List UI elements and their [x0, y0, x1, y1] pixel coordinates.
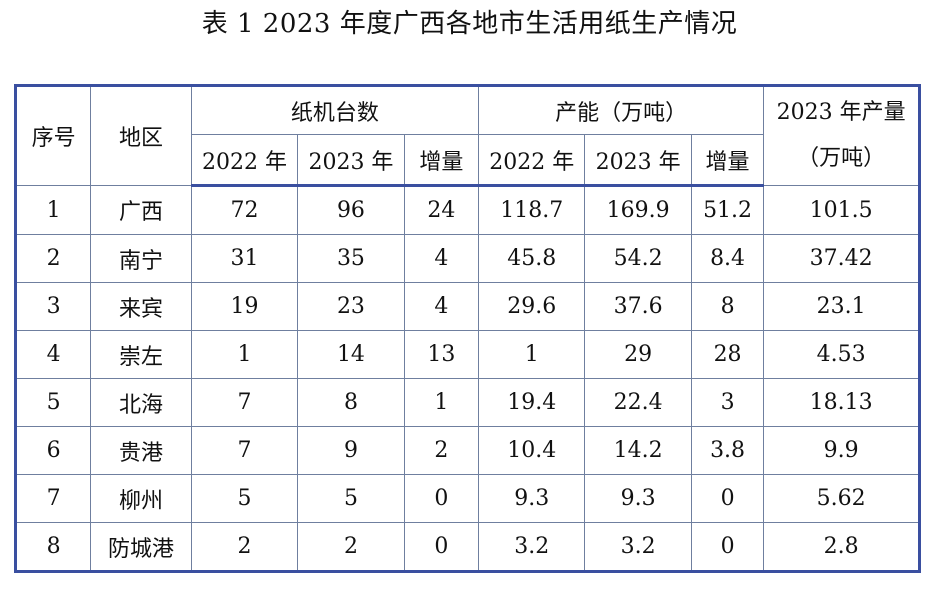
cell-machines-2023: 96	[297, 185, 405, 235]
cell-no: 4	[14, 330, 92, 379]
header-machines-inc: 增量	[403, 134, 479, 187]
table-row: 1 广西 72 96 24 118.7 169.9 51.2 101.5	[14, 185, 920, 235]
header-no: 序号	[14, 85, 92, 186]
cell-machines-2023: 5	[297, 474, 405, 523]
cell-machines-inc: 0	[403, 522, 479, 572]
cell-output-2023: 37.42	[763, 234, 920, 283]
cell-region: 北海	[90, 378, 192, 427]
cell-capacity-2023: 37.6	[584, 282, 692, 331]
cell-machines-inc: 4	[403, 234, 479, 283]
header-machines-2023: 2023 年	[297, 134, 405, 187]
cell-region: 来宾	[90, 282, 192, 331]
cell-machines-2022: 31	[190, 234, 299, 283]
table-row: 8 防城港 2 2 0 3.2 3.2 0 2.8	[14, 522, 920, 572]
cell-capacity-2022: 29.6	[477, 282, 586, 331]
cell-machines-2023: 35	[297, 234, 405, 283]
cell-machines-2022: 7	[190, 378, 299, 427]
cell-region: 广西	[90, 185, 192, 235]
table-title: 表 1 2023 年度广西各地市生活用纸生产情况	[201, 9, 738, 39]
header-region: 地区	[90, 85, 192, 186]
cell-capacity-inc: 0	[690, 522, 765, 572]
cell-machines-2022: 72	[190, 185, 299, 235]
cell-machines-2022: 2	[190, 522, 299, 572]
cell-capacity-2022: 3.2	[477, 522, 586, 572]
table-row: 2 南宁 31 35 4 45.8 54.2 8.4 37.42	[14, 234, 920, 283]
cell-capacity-inc: 8.4	[690, 234, 765, 283]
cell-machines-inc: 13	[403, 330, 479, 379]
cell-output-2023: 101.5	[763, 185, 920, 235]
cell-capacity-2022: 118.7	[477, 185, 586, 235]
cell-capacity-2022: 10.4	[477, 426, 586, 475]
cell-capacity-inc: 3.8	[690, 426, 765, 475]
table-row: 3 来宾 19 23 4 29.6 37.6 8 23.1	[14, 282, 920, 331]
cell-output-2023: 9.9	[763, 426, 920, 475]
cell-output-2023: 5.62	[763, 474, 920, 523]
cell-capacity-2022: 45.8	[477, 234, 586, 283]
cell-no: 8	[14, 522, 92, 572]
cell-capacity-2023: 14.2	[584, 426, 692, 475]
header-output-line2: （万吨）	[797, 146, 886, 171]
cell-machines-2022: 19	[190, 282, 299, 331]
header-output-line1: 2023 年产量	[776, 100, 906, 125]
header-capacity-2022: 2022 年	[477, 134, 586, 187]
cell-machines-2023: 9	[297, 426, 405, 475]
cell-no: 2	[14, 234, 92, 283]
cell-machines-2023: 8	[297, 378, 405, 427]
header-capacity-inc: 增量	[690, 134, 765, 187]
cell-capacity-inc: 28	[690, 330, 765, 379]
cell-machines-2023: 14	[297, 330, 405, 379]
cell-machines-2023: 2	[297, 522, 405, 572]
cell-machines-2023: 23	[297, 282, 405, 331]
cell-region: 贵港	[90, 426, 192, 475]
cell-capacity-inc: 8	[690, 282, 765, 331]
cell-region: 柳州	[90, 474, 192, 523]
table-header: 序号 地区 纸机台数 产能（万吨） 2023 年产量 （万吨） 2022 年 2…	[14, 85, 920, 187]
table-row: 6 贵港 7 9 2 10.4 14.2 3.8 9.9	[14, 426, 920, 475]
cell-machines-2022: 7	[190, 426, 299, 475]
cell-machines-inc: 1	[403, 378, 479, 427]
table-body: 1 广西 72 96 24 118.7 169.9 51.2 101.5 2 南宁 31 35 4 45.8…	[14, 185, 920, 572]
table-row: 5 北海 7 8 1 19.4 22.4 3 18.13	[14, 378, 920, 427]
cell-capacity-2022: 9.3	[477, 474, 586, 523]
cell-no: 5	[14, 378, 92, 427]
cell-machines-inc: 24	[403, 185, 479, 235]
cell-output-2023: 2.8	[763, 522, 920, 572]
cell-capacity-inc: 0	[690, 474, 765, 523]
cell-no: 1	[14, 185, 92, 235]
cell-no: 6	[14, 426, 92, 475]
cell-capacity-inc: 3	[690, 378, 765, 427]
cell-machines-2022: 1	[190, 330, 299, 379]
cell-output-2023: 23.1	[763, 282, 920, 331]
header-output: 2023 年产量 （万吨）	[763, 85, 920, 186]
cell-output-2023: 18.13	[763, 378, 920, 427]
cell-capacity-2023: 54.2	[584, 234, 692, 283]
cell-capacity-inc: 51.2	[690, 185, 765, 235]
paper-production-table: 序号 地区 纸机台数 产能（万吨） 2023 年产量 （万吨） 2022 年 2…	[14, 84, 921, 573]
cell-no: 7	[14, 474, 92, 523]
header-capacity-2023: 2023 年	[584, 134, 692, 187]
cell-capacity-2023: 3.2	[584, 522, 692, 572]
cell-capacity-2022: 19.4	[477, 378, 586, 427]
header-machines-2022: 2022 年	[190, 134, 299, 187]
cell-machines-2022: 5	[190, 474, 299, 523]
cell-machines-inc: 2	[403, 426, 479, 475]
cell-output-2023: 4.53	[763, 330, 920, 379]
cell-capacity-2023: 169.9	[584, 185, 692, 235]
header-machines: 纸机台数	[190, 85, 479, 135]
cell-capacity-2023: 29	[584, 330, 692, 379]
cell-capacity-2023: 9.3	[584, 474, 692, 523]
header-capacity: 产能（万吨）	[477, 85, 765, 135]
cell-region: 防城港	[90, 522, 192, 572]
cell-capacity-2022: 1	[477, 330, 586, 379]
cell-machines-inc: 0	[403, 474, 479, 523]
cell-no: 3	[14, 282, 92, 331]
cell-capacity-2023: 22.4	[584, 378, 692, 427]
cell-region: 崇左	[90, 330, 192, 379]
table-row: 7 柳州 5 5 0 9.3 9.3 0 5.62	[14, 474, 920, 523]
table-row: 4 崇左 1 14 13 1 29 28 4.53	[14, 330, 920, 379]
cell-region: 南宁	[90, 234, 192, 283]
cell-machines-inc: 4	[403, 282, 479, 331]
